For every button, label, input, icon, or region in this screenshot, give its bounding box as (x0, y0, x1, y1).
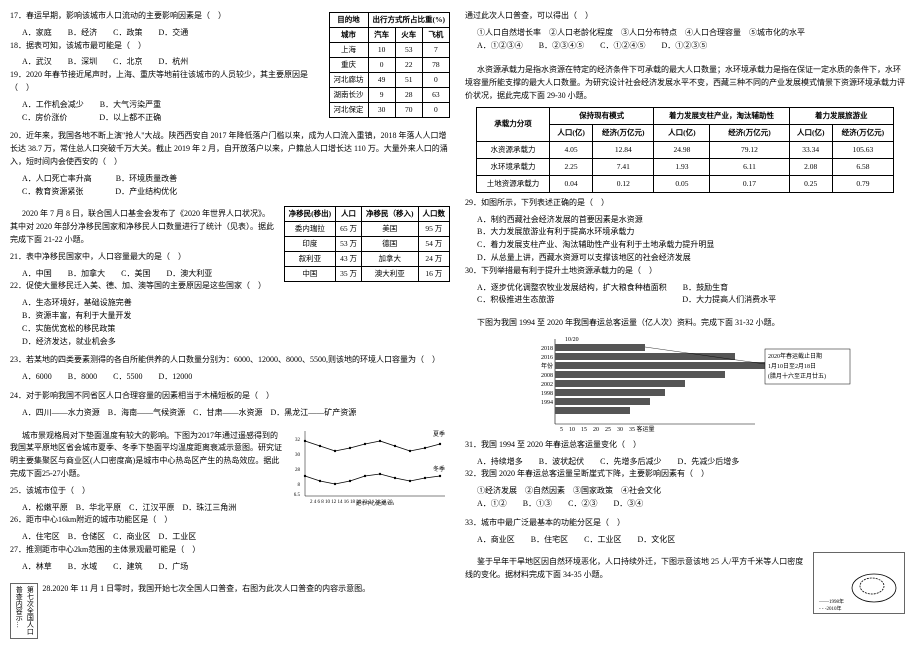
table-row: 水环境承载力2.257.411.936.112.086.58 (477, 158, 894, 175)
th-mode1: 保持现有模式 (549, 107, 653, 124)
svg-text:6.5: 6.5 (294, 493, 301, 498)
table-capacity: 承载力分项 保持现有模式 着力发展支柱产业，淘汰辅助性 着力发展旅游业 人口(亿… (476, 107, 894, 193)
temp-chart: 夏季 冬季 32 30 28 8 6.5 2 4 6 8 10 12 14 16… (290, 426, 450, 506)
th-plane: 飞机 (422, 28, 449, 43)
q22-opts1: A．生态环境好，基础设施完善 (10, 297, 450, 310)
q22-opts3: C．实施优宽松的移民政策 (10, 323, 450, 336)
table-row: 河北廊坊49510 (329, 73, 450, 88)
svg-text:1月10日至2月18日: 1月10日至2月18日 (768, 363, 816, 370)
q29-opts2: B．大力发展旅游业有利于提高水环境承载力 (465, 226, 905, 239)
q20-opts1: A．人口死亡率升高 B．环境质量改善 (10, 173, 450, 186)
density-map: ——1998年 - - -2010年 (813, 552, 905, 614)
table-row: 上海10537 (329, 43, 450, 58)
svg-text:2020年春运截止日期: 2020年春运截止日期 (768, 352, 822, 360)
svg-text:1998: 1998 (541, 391, 553, 397)
q32-line: ①经济发展 ②自然因素 ③国家政策 ④社会文化 (465, 485, 905, 498)
svg-text:冬季: 冬季 (433, 465, 445, 473)
svg-text:- - -2010年: - - -2010年 (819, 605, 842, 612)
th-pop2: 人口数 (418, 207, 450, 222)
table-row: 中国35 万澳大利亚16 万 (284, 267, 449, 282)
svg-text:2018: 2018 (541, 346, 553, 352)
q31: 31．我国 1994 至 2020 年春运总客运量变化（ ） (465, 439, 905, 452)
th-city: 城市 (329, 28, 368, 43)
q20-opts2: C．教育资源紧张 D．产业结构优化 (10, 186, 450, 199)
table-row: 湖南长沙92863 (329, 88, 450, 103)
q26: 26．距市中心16km附近的城市功能区是（ ） (10, 514, 450, 527)
right-column: 通过此次人口普查，可以得出（ ） ①人口自然增长率 ②人口老龄化程度 ③人口分布… (465, 10, 905, 639)
svg-text:30: 30 (295, 453, 301, 458)
q23: 23．若某地的四类要素测得的各自所能供养的人口数量分别为：6000、12000、… (10, 354, 450, 367)
svg-text:2008: 2008 (541, 373, 553, 379)
q22-opts4: D．经济发达，就业机会多 (10, 336, 450, 349)
q33-opts: A．商业区 B．住宅区 C．工业区 D．文化区 (465, 534, 905, 547)
th-mode3: 着力发展旅游业 (789, 107, 893, 124)
q31-opts: A．持续增多 B．波状起伏 C．先增多后减少 D．先减少后增多 (465, 456, 905, 469)
q26-opts: A．住宅区 B．仓储区 C．商业区 D．工业区 (10, 531, 450, 544)
svg-text:2002: 2002 (541, 382, 553, 388)
table-migration: 净移民(移出) 人口 净移民（移入) 人口数 委内瑞拉65 万美国95 万 印度… (284, 206, 450, 282)
table-row: 水资源承载力4.0512.8424.9879.1233.34105.63 (477, 141, 894, 158)
q23-opts: A．6000 B．8000 C．5500 D．12000 (10, 371, 450, 384)
svg-text:——1998年: ——1998年 (818, 598, 844, 605)
th-share: 出行方式所占比重(%) (368, 13, 450, 28)
svg-text:1994: 1994 (541, 400, 553, 406)
th-train: 火车 (395, 28, 422, 43)
q28: 28.2020 年 11 月 1 日零时，我国开始七次全国人口普查，右图为此次人… (10, 583, 450, 596)
q22-opts2: B．资源丰富，有利于大量开发 (10, 310, 450, 323)
q30-opts2: C．积极推进生态旅游 D．大力提高人们消费水平 (465, 294, 905, 307)
table-row: 委内瑞拉65 万美国95 万 (284, 222, 449, 237)
svg-text:2016: 2016 (541, 355, 553, 361)
q24: 24．对于影响我国不同省区人口合理容量的因素相当于木桶短板的是（ ） (10, 390, 450, 403)
table-transport: 目的地 出行方式所占比重(%) 城市 汽车 火车 飞机 上海10537 重庆02… (329, 12, 451, 118)
passage-29: 水资源承载力是指水资源在特定的经济条件下可承载的最大人口数量；水环境承载力是指在… (465, 64, 905, 102)
q20: 20．近年来，我国各地不断上演"抢人"大战。陕西西安自 2017 年降低落户门槛… (10, 130, 450, 168)
q27-opts: A．林草 B．水域 C．建筑 D．广场 (10, 561, 450, 574)
q28-cont: 通过此次人口普查，可以得出（ ） (465, 10, 905, 23)
th-item: 承载力分项 (477, 107, 550, 141)
q27: 27．推测距市中心2km范围的主体景观最可能是（ ） (10, 544, 450, 557)
svg-text:28: 28 (295, 468, 301, 473)
left-column: 目的地 出行方式所占比重(%) 城市 汽车 火车 飞机 上海10537 重庆02… (10, 10, 450, 639)
table-row: 重庆02278 (329, 58, 450, 73)
q28-opts2: A．①②③④ B．②③④⑤ C．①②④⑤ D．①②③⑤ (465, 40, 905, 53)
q24-opts: A．四川——水力资源 B．海南——气候资源 C．甘肃——水资源 D．黑龙江——矿… (10, 407, 450, 420)
q29-opts3: C．着力发展支柱产业、淘汰辅助性产业有利于土地承载力提升明显 (465, 239, 905, 252)
th-out: 净移民(移出) (284, 207, 336, 222)
table-row: 河北保定30700 (329, 103, 450, 118)
th-pop1: 人口 (336, 207, 362, 222)
q32: 32．我国 2020 年春运总客运量呈断崖式下降，主要影响因素有（ ） (465, 468, 905, 481)
th-mode2: 着力发展支柱产业，淘汰辅助性 (654, 107, 789, 124)
svg-text:(腊月十六至正月廿五): (腊月十六至正月廿五) (768, 372, 826, 380)
svg-text:年份: 年份 (541, 362, 553, 370)
passage-31: 下图为我国 1994 至 2020 年我国春运总客运量（亿人次）资料。完成下面 … (465, 317, 905, 330)
svg-text:32: 32 (295, 438, 301, 443)
th-in: 净移民（移入) (362, 207, 419, 222)
q33: 33．城市中最广泛最基本的功能分区是（ ） (465, 517, 905, 530)
svg-text:夏季: 夏季 (433, 430, 445, 438)
q29-opts1: A．制约西藏社会经济发展的首要因素是水资源 (465, 214, 905, 227)
q30-opts1: A．逐步优化调整农牧业发展结构，扩大粮食种植面积 B．鼓励生育 (465, 282, 905, 295)
side-label: 第七次全国人口普查内容示… (10, 583, 38, 639)
th-car: 汽车 (368, 28, 395, 43)
table-row: 叙利亚43 万加拿大24 万 (284, 252, 449, 267)
bar-chart: 2018 2016 年份 2008 2002 1998 1994 5 10 15… (465, 334, 905, 439)
th-dest: 目的地 (329, 13, 368, 28)
svg-text:10/20: 10/20 (565, 337, 579, 343)
table-row: 土地资源承载力0.040.120.050.170.250.79 (477, 175, 894, 192)
q29: 29．如图所示，下列表述正确的是（ ） (465, 197, 905, 210)
q28-opts1: ①人口自然增长率 ②人口老龄化程度 ③人口分布特点 ④人口合理容量 ⑤城市化的水… (465, 27, 905, 40)
q29-opts4: D．从总量上讲，西藏水资源可以支撑该地区的社会经济发展 (465, 252, 905, 265)
q32-opts: A．①② B．①③ C．②③ D．③④ (465, 498, 905, 511)
table-row: 印度53 万德国54 万 (284, 237, 449, 252)
q30: 30．下列举措最有利于提升土地资源承载力的是（ ） (465, 265, 905, 278)
svg-text:5 10 15 20 25 30 35 客运量: 5 10 15 20 25 30 35 客运量 (560, 425, 655, 433)
